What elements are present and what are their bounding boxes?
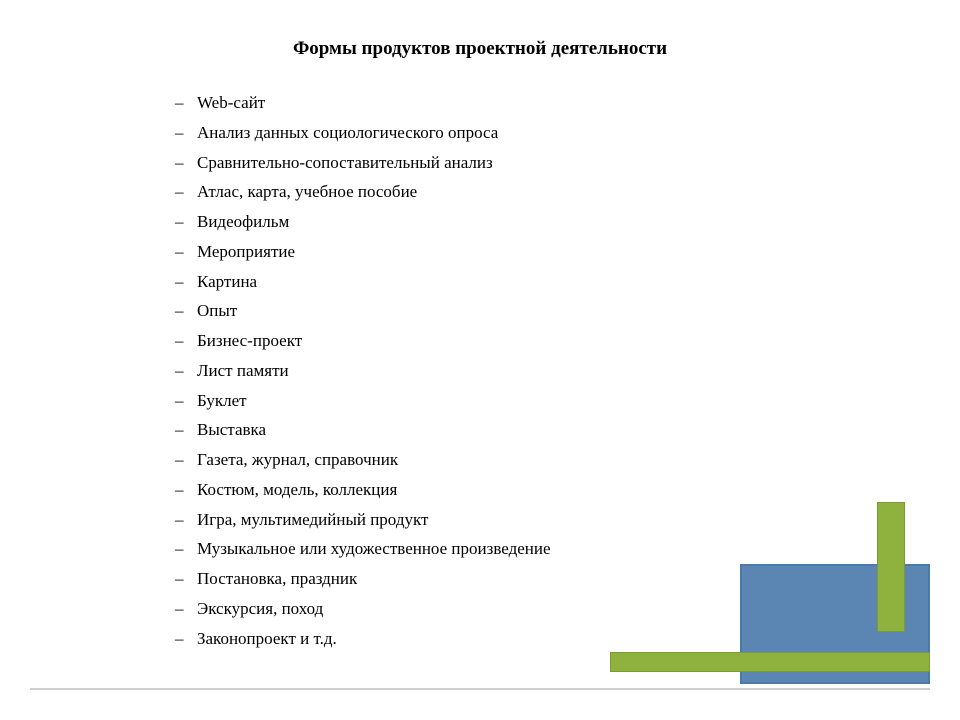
list-item: Web-сайт: [175, 88, 960, 118]
list-item: Атлас, карта, учебное пособие: [175, 177, 960, 207]
decoration-green-horizontal: [610, 652, 930, 672]
page-title: Формы продуктов проектной деятельности: [0, 38, 960, 60]
list-item: Игра, мультимедийный продукт: [175, 505, 960, 535]
decoration-green-vertical: [877, 502, 905, 632]
list-item: Буклет: [175, 386, 960, 416]
list-item: Костюм, модель, коллекция: [175, 475, 960, 505]
list-item: Лист памяти: [175, 356, 960, 386]
list-item: Выставка: [175, 415, 960, 445]
document-page: Формы продуктов проектной деятельности W…: [0, 0, 960, 720]
list-item: Газета, журнал, справочник: [175, 445, 960, 475]
list-item: Анализ данных социологического опроса: [175, 118, 960, 148]
list-item: Сравнительно-сопоставительный анализ: [175, 148, 960, 178]
list-item: Опыт: [175, 296, 960, 326]
list-item: Бизнес-проект: [175, 326, 960, 356]
list-item: Музыкальное или художественное произведе…: [175, 534, 960, 564]
list-item: Мероприятие: [175, 237, 960, 267]
list-item: Видеофильм: [175, 207, 960, 237]
bottom-divider: [30, 688, 930, 690]
list-item: Картина: [175, 267, 960, 297]
